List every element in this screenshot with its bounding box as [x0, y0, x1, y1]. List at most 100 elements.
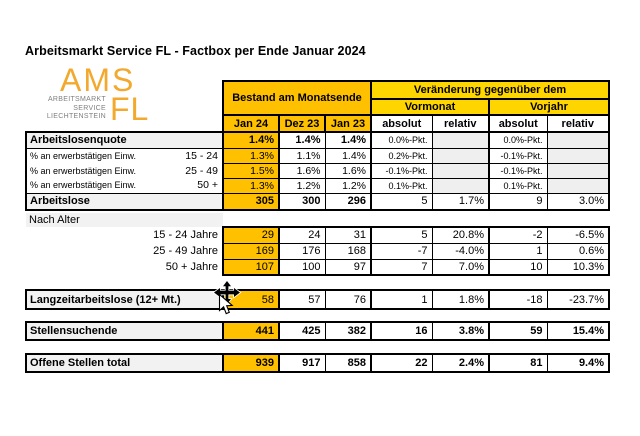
row-sublabel: % an erwerbstätigen Einw. — [30, 165, 137, 176]
cell-vormonat-absolut: 0.2%-Pkt. — [370, 147, 433, 164]
cell-jan23: 97 — [324, 258, 372, 276]
row-label: Arbeitslose — [25, 192, 224, 211]
row-age-15-24: 15 - 24 Jahre 29 24 31 5 20.8% -2 -6.5% — [26, 226, 611, 244]
cell-vormonat-relativ: -4.0% — [431, 242, 490, 260]
cell-vormonat-relativ: 20.8% — [431, 226, 490, 244]
cell-dez23: 300 — [278, 192, 326, 211]
header-label-spacer — [26, 81, 223, 132]
cell-vorjahr-relativ: -23.7% — [546, 289, 611, 310]
ams-fl-logo: AMS FL ARBEITSMARKT SERVICE LIECHTENSTEI… — [28, 62, 223, 132]
row-sublabel: % an erwerbstätigen Einw. — [30, 180, 137, 191]
cell-vorjahr-relativ: 15.4% — [546, 321, 611, 341]
cell-jan23: 1.4% — [324, 131, 372, 149]
cell-vormonat-relativ: 2.4% — [431, 353, 490, 373]
cell-vorjahr-absolut: 0.1%-Pkt. — [488, 177, 548, 194]
cell-jan24: 305 — [222, 192, 280, 211]
cell-vormonat-relativ-blank — [431, 147, 490, 164]
cell-vormonat-relativ-blank — [431, 162, 490, 179]
cell-vorjahr-relativ-blank — [546, 162, 611, 179]
header-vorjahr-absolut: absolut — [488, 114, 548, 133]
cell-vormonat-absolut: 1 — [370, 289, 433, 310]
header-month-jan23: Jan 23 — [324, 114, 372, 133]
header-bestand: Bestand am Monatsende — [222, 80, 372, 116]
cell-vormonat-absolut: 5 — [370, 192, 433, 211]
row-stellensuchende: Stellensuchende 441 425 382 16 3.8% 59 1… — [25, 321, 611, 341]
cell-jan24: 107 — [222, 258, 280, 276]
cell-vorjahr-relativ-blank — [546, 147, 611, 164]
cell-vormonat-relativ: 1.8% — [431, 289, 490, 310]
cell-vormonat-absolut: 0.0%-Pkt. — [370, 131, 433, 149]
row-sublabel: % an erwerbstätigen Einw. — [30, 150, 137, 161]
cell-jan24: 1.3% — [222, 147, 280, 164]
cell-jan23: 1.6% — [324, 162, 372, 179]
header-veraenderung: Veränderung gegenüber dem — [369, 80, 611, 100]
cell-dez23: 1.1% — [278, 147, 326, 164]
logo-org-line3: LIECHTENSTEIN — [46, 113, 106, 121]
row-quote-50plus: % an erwerbstätigen Einw. 50 + 1.3% 1.2% … — [25, 177, 611, 194]
row-quote-15-24: % an erwerbstätigen Einw. 15 - 24 1.3% 1.… — [25, 147, 611, 164]
cell-vormonat-absolut: 5 — [370, 226, 433, 244]
cell-jan24: 169 — [222, 242, 280, 260]
row-label: 25 - 49 Jahre — [153, 245, 218, 257]
header-row-3: Jan 24 Dez 23 Jan 23 absolut relativ abs… — [26, 114, 611, 133]
cell-vorjahr-absolut: -2 — [488, 226, 548, 244]
cell-vormonat-relativ: 1.7% — [431, 192, 490, 211]
section-label-nach-alter: Nach Alter — [26, 213, 223, 227]
row-langzeitarbeitslose: Langzeitarbeitslose (12+ Mt.) 58 57 76 1… — [25, 289, 611, 310]
row-label: Offene Stellen total — [25, 353, 224, 373]
cell-dez23: 1.4% — [278, 131, 326, 149]
row-age-25-49: 25 - 49 Jahre 169 176 168 -7 -4.0% 1 0.6… — [26, 242, 611, 260]
cell-jan24: 1.3% — [222, 177, 280, 194]
cell-vormonat-relativ-blank — [431, 177, 490, 194]
row-arbeitslose: Arbeitslose 305 300 296 5 1.7% 9 3.0% — [25, 192, 611, 211]
logo-org-line1: ARBEITSMARKT — [47, 96, 106, 103]
cell-vormonat-absolut: -0.1%-Pkt. — [370, 162, 433, 179]
page-title: Arbeitsmarkt Service FL - Factbox per En… — [25, 44, 366, 58]
cell-vorjahr-absolut: -0.1%-Pkt. — [488, 162, 548, 179]
cell-vormonat-absolut: 22 — [370, 353, 433, 373]
header-vormonat: Vormonat — [370, 98, 490, 116]
cell-vorjahr-relativ: 10.3% — [546, 258, 611, 276]
cell-vorjahr-relativ: 9.4% — [546, 353, 611, 373]
row-arbeitslosenquote: Arbeitslosenquote 1.4% 1.4% 1.4% 0.0%-Pk… — [25, 131, 611, 149]
cell-jan24: 1.4% — [222, 131, 280, 149]
header-vormonat-absolut: absolut — [370, 114, 433, 133]
cell-dez23: 425 — [278, 321, 326, 341]
header-month-dez23: Dez 23 — [278, 114, 326, 133]
row-label: Langzeitarbeitslose (12+ Mt.) — [25, 289, 224, 310]
cell-vormonat-absolut: -7 — [370, 242, 433, 260]
cell-vorjahr-relativ: 0.6% — [546, 242, 611, 260]
cell-jan23: 76 — [324, 289, 372, 310]
logo-org-line2: SERVICE — [73, 104, 106, 112]
cell-vorjahr-absolut: 9 — [488, 192, 548, 211]
cell-jan24: 441 — [222, 321, 280, 341]
cell-jan24: 1.5% — [222, 162, 280, 179]
row-label: 15 - 24 Jahre — [153, 229, 218, 241]
cell-jan23: 296 — [324, 192, 372, 211]
row-quote-25-49: % an erwerbstätigen Einw. 25 - 49 1.5% 1.… — [25, 162, 611, 179]
arrow-cursor-icon — [218, 293, 234, 315]
cell-jan24: 939 — [222, 353, 280, 373]
header-row-1: Bestand am Monatsende Veränderung gegenü… — [26, 80, 611, 116]
cell-dez23: 100 — [278, 258, 326, 276]
cell-vormonat-relativ: 3.8% — [431, 321, 490, 341]
header-vorjahr: Vorjahr — [487, 98, 611, 116]
cell-vorjahr-relativ: 3.0% — [546, 192, 611, 211]
header-vormonat-relativ: relativ — [431, 114, 490, 133]
cell-dez23: 176 — [278, 242, 326, 260]
cell-vorjahr-absolut: 0.0%-Pkt. — [488, 131, 548, 149]
cell-jan24: 29 — [222, 226, 280, 244]
cell-jan23: 1.2% — [324, 177, 372, 194]
row-nach-alter: Nach Alter — [26, 213, 609, 227]
row-offene-stellen: Offene Stellen total 939 917 858 22 2.4%… — [25, 353, 611, 373]
logo-org-name: ARBEITSMARKT SERVICE LIECHTENSTEIN — [28, 96, 106, 122]
row-age-50plus: 50 + Jahre 107 100 97 7 7.0% 10 10.3% — [26, 258, 611, 276]
cell-vormonat-relativ-blank — [431, 131, 490, 149]
cell-vorjahr-absolut: 81 — [488, 353, 548, 373]
row-label: 50 + Jahre — [165, 261, 218, 273]
factbox-table: Bestand am Monatsende Veränderung gegenü… — [25, 80, 611, 373]
header-month-jan24: Jan 24 — [222, 114, 280, 133]
cell-vorjahr-relativ: -6.5% — [546, 226, 611, 244]
row-age-range: 50 + — [197, 179, 218, 192]
row-label: Stellensuchende — [25, 321, 224, 341]
